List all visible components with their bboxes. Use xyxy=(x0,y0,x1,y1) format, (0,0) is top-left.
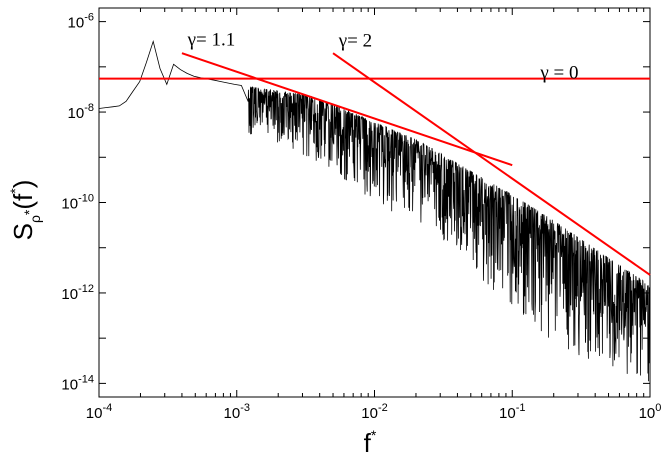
spectrum-trace xyxy=(98,39,651,382)
y-tick-label: 10-8 xyxy=(68,102,94,122)
axis-ticks xyxy=(98,8,651,397)
y-tick-label: 10-10 xyxy=(61,193,94,213)
fit-annotation: γ= 1.1 xyxy=(187,29,236,50)
x-tick-label: 100 xyxy=(639,402,662,422)
y-tick-label: 10-12 xyxy=(61,283,94,303)
axis-tick-labels: 10-4 10-3 10-2 10-1 100 10-14 10-12 10-10 10-8 10… xyxy=(61,12,661,422)
fit-annotations: γ= 1.1 γ= 2 γ = 0 xyxy=(187,29,579,83)
x-tick-label: 10-3 xyxy=(224,402,250,422)
x-tick-label: 10-1 xyxy=(499,402,525,422)
fit-line-gamma-1-1 xyxy=(181,52,513,167)
x-tick-label: 10-2 xyxy=(361,402,387,422)
y-tick-label: 10-6 xyxy=(68,12,94,32)
fit-lines xyxy=(99,52,651,276)
fit-line-gamma-2 xyxy=(332,52,651,276)
fit-annotation: γ = 0 xyxy=(539,63,578,84)
x-tick-label: 10-4 xyxy=(86,402,112,422)
spectrum-series xyxy=(98,39,651,382)
y-axis-title: Sρ*(f*) xyxy=(7,180,43,241)
fit-annotation: γ= 2 xyxy=(338,31,372,52)
y-tick-label: 10-14 xyxy=(61,373,94,393)
x-axis-title: f* xyxy=(364,427,377,458)
